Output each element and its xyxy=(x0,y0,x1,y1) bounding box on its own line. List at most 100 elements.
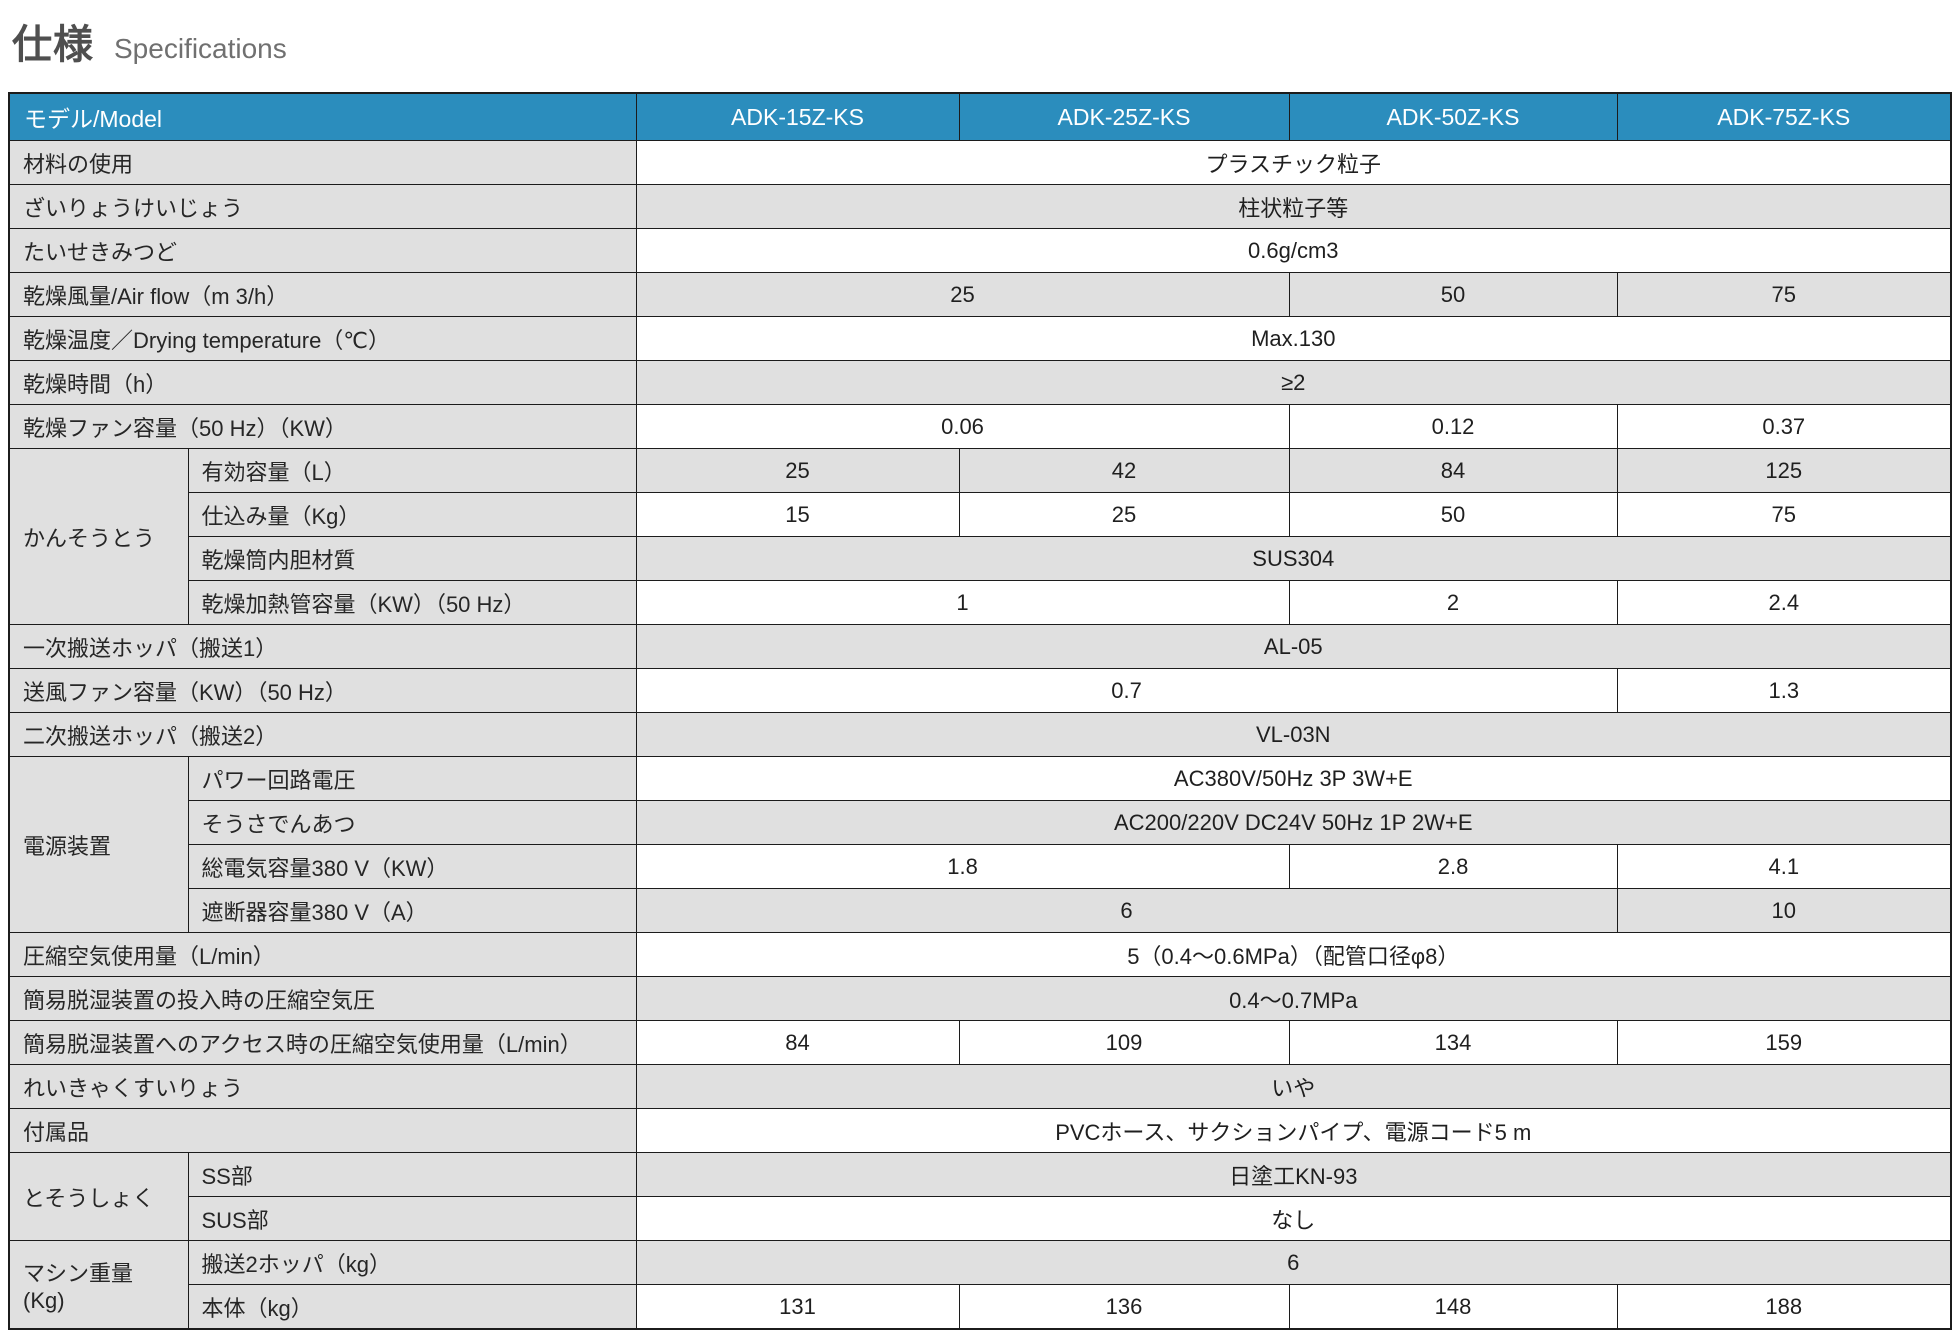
table-row: 二次搬送ホッパ（搬送2） VL-03N xyxy=(8,712,1952,757)
row-label-cell: SS部 xyxy=(187,1152,637,1197)
table-row: たいせきみつど 0.6g/cm3 xyxy=(8,228,1952,273)
table-row: 総電気容量380 V（KW） 1.8 2.8 4.1 xyxy=(9,844,1952,889)
table-row: 圧縮空気使用量（L/min） 5（0.4～0.6MPa）（配管口径φ8） xyxy=(8,932,1952,977)
row-label-cell: SUS部 xyxy=(187,1196,637,1241)
row-label-cell: 乾燥加熱管容量（KW）（50 Hz） xyxy=(187,580,637,625)
model-name-cell: ADK-50Z-KS xyxy=(1288,92,1618,141)
value-cell: 5（0.4～0.6MPa）（配管口径φ8） xyxy=(635,932,1952,977)
value-cell: 1.3 xyxy=(1616,668,1952,713)
value-cell: 131 xyxy=(635,1284,960,1330)
group-label-cell: かんそうとう xyxy=(8,448,189,625)
value-cell: 50 xyxy=(1288,272,1618,317)
value-cell: 2 xyxy=(1288,580,1618,625)
value-cell: 50 xyxy=(1288,492,1618,537)
table-row: 乾燥筒内胆材質 SUS304 xyxy=(9,536,1952,581)
row-label-cell: 簡易脱湿装置へのアクセス時の圧縮空気使用量（L/min） xyxy=(8,1020,637,1065)
table-row: 乾燥時間（h） ≥2 xyxy=(8,360,1952,405)
page-title-jp: 仕様 xyxy=(12,23,94,67)
value-cell: 84 xyxy=(635,1020,960,1065)
value-cell: 75 xyxy=(1616,272,1952,317)
row-label-cell: 乾燥風量/Air flow（m 3/h） xyxy=(8,272,637,317)
row-label-cell: パワー回路電圧 xyxy=(187,756,637,801)
value-cell: Max.130 xyxy=(635,316,1952,361)
specifications-table: モデル/Model ADK-15Z-KS ADK-25Z-KS ADK-50Z-… xyxy=(8,92,1953,1330)
table-row: 乾燥ファン容量（50 Hz）（KW） 0.06 0.12 0.37 xyxy=(8,404,1952,449)
table-row: 本体（kg） 131 136 148 188 xyxy=(9,1284,1952,1330)
value-cell: 25 xyxy=(958,492,1290,537)
value-cell: 6 xyxy=(635,1240,1952,1285)
table-row: そうさでんあつ AC200/220V DC24V 50Hz 1P 2W+E xyxy=(9,800,1952,845)
value-cell: プラスチック粒子 xyxy=(635,140,1952,185)
value-cell: 136 xyxy=(958,1284,1290,1330)
value-cell: 10 xyxy=(1616,888,1952,933)
table-row: 付属品 PVCホース、サクションパイプ、電源コード5 m xyxy=(8,1108,1952,1153)
model-header-cell: モデル/Model xyxy=(8,92,637,141)
table-row: ざいりょうけいじょう 柱状粒子等 xyxy=(8,184,1952,229)
table-row: 乾燥加熱管容量（KW）（50 Hz） 1 2 2.4 xyxy=(9,580,1952,625)
value-cell: 125 xyxy=(1616,448,1952,493)
table-row: マシン重量 (Kg) 搬送2ホッパ（kg） 6 xyxy=(8,1240,1952,1330)
model-name-cell: ADK-15Z-KS xyxy=(635,92,960,141)
value-cell: 159 xyxy=(1616,1020,1952,1065)
table-header-row: モデル/Model ADK-15Z-KS ADK-25Z-KS ADK-50Z-… xyxy=(8,92,1952,141)
row-label-cell: 乾燥筒内胆材質 xyxy=(187,536,637,581)
group-label-cell: とそうしょく xyxy=(8,1152,189,1241)
page-title: 仕様 Specifications xyxy=(12,12,1950,70)
value-cell: 0.12 xyxy=(1288,404,1618,449)
page-title-en: Specifications xyxy=(114,33,287,64)
value-cell: 0.37 xyxy=(1616,404,1952,449)
value-cell: 84 xyxy=(1288,448,1618,493)
table-row: 一次搬送ホッパ（搬送1） AL-05 xyxy=(8,624,1952,669)
row-label-cell: 圧縮空気使用量（L/min） xyxy=(8,932,637,977)
value-cell: 4.1 xyxy=(1616,844,1952,889)
value-cell: 42 xyxy=(958,448,1290,493)
value-cell: ≥2 xyxy=(635,360,1952,405)
value-cell: PVCホース、サクションパイプ、電源コード5 m xyxy=(635,1108,1952,1153)
row-label-cell: 一次搬送ホッパ（搬送1） xyxy=(8,624,637,669)
row-label-cell: 乾燥ファン容量（50 Hz）（KW） xyxy=(8,404,637,449)
row-label-cell: 本体（kg） xyxy=(187,1284,637,1330)
value-cell: 109 xyxy=(958,1020,1290,1065)
value-cell: なし xyxy=(635,1196,1952,1241)
row-label-cell: れいきゃくすいりょう xyxy=(8,1064,637,1109)
row-label-cell: 送風ファン容量（KW）（50 Hz） xyxy=(8,668,637,713)
row-label-cell: 仕込み量（Kg） xyxy=(187,492,637,537)
value-cell: AL-05 xyxy=(635,624,1952,669)
table-row: 電源装置 パワー回路電圧 AC380V/50Hz 3P 3W+E xyxy=(8,756,1952,933)
value-cell: SUS304 xyxy=(635,536,1952,581)
table-row: 送風ファン容量（KW）（50 Hz） 0.7 1.3 xyxy=(8,668,1952,713)
table-row: 簡易脱湿装置へのアクセス時の圧縮空気使用量（L/min） 84 109 134 159 xyxy=(8,1020,1952,1065)
row-label-cell: ざいりょうけいじょう xyxy=(8,184,637,229)
value-cell: AC200/220V DC24V 50Hz 1P 2W+E xyxy=(635,800,1952,845)
value-cell: 75 xyxy=(1616,492,1952,537)
group-label-cell: マシン重量 (Kg) xyxy=(8,1240,189,1330)
row-label-cell: そうさでんあつ xyxy=(187,800,637,845)
group-label-cell: 電源装置 xyxy=(8,756,189,933)
row-label-cell: 乾燥温度／Drying temperature（℃） xyxy=(8,316,637,361)
value-cell: 6 xyxy=(635,888,1618,933)
value-cell: VL-03N xyxy=(635,712,1952,757)
model-name-cell: ADK-25Z-KS xyxy=(958,92,1290,141)
table-row: れいきゃくすいりょう いや xyxy=(8,1064,1952,1109)
model-name-cell: ADK-75Z-KS xyxy=(1616,92,1952,141)
table-row: 乾燥風量/Air flow（m 3/h） 25 50 75 xyxy=(8,272,1952,317)
table-row: SUS部 なし xyxy=(9,1196,1952,1241)
value-cell: 柱状粒子等 xyxy=(635,184,1952,229)
value-cell: 25 xyxy=(635,448,960,493)
row-label-cell: 簡易脱湿装置の投入時の圧縮空気圧 xyxy=(8,976,637,1021)
row-label-cell: 搬送2ホッパ（kg） xyxy=(187,1240,637,1285)
row-label-cell: 総電気容量380 V（KW） xyxy=(187,844,637,889)
value-cell: 0.6g/cm3 xyxy=(635,228,1952,273)
row-label-cell: 乾燥時間（h） xyxy=(8,360,637,405)
table-row: 簡易脱湿装置の投入時の圧縮空気圧 0.4～0.7MPa xyxy=(8,976,1952,1021)
row-label-cell: 付属品 xyxy=(8,1108,637,1153)
value-cell: 0.06 xyxy=(635,404,1290,449)
value-cell: 1 xyxy=(635,580,1290,625)
row-label-cell: 遮断器容量380 V（A） xyxy=(187,888,637,933)
table-row: とそうしょく SS部 日塗工KN-93 xyxy=(8,1152,1952,1241)
table-row: 仕込み量（Kg） 15 25 50 75 xyxy=(9,492,1952,537)
table-row: かんそうとう 有効容量（L） 25 42 84 125 xyxy=(8,448,1952,625)
table-row: 材料の使用 プラスチック粒子 xyxy=(8,140,1952,185)
value-cell: 0.7 xyxy=(635,668,1618,713)
